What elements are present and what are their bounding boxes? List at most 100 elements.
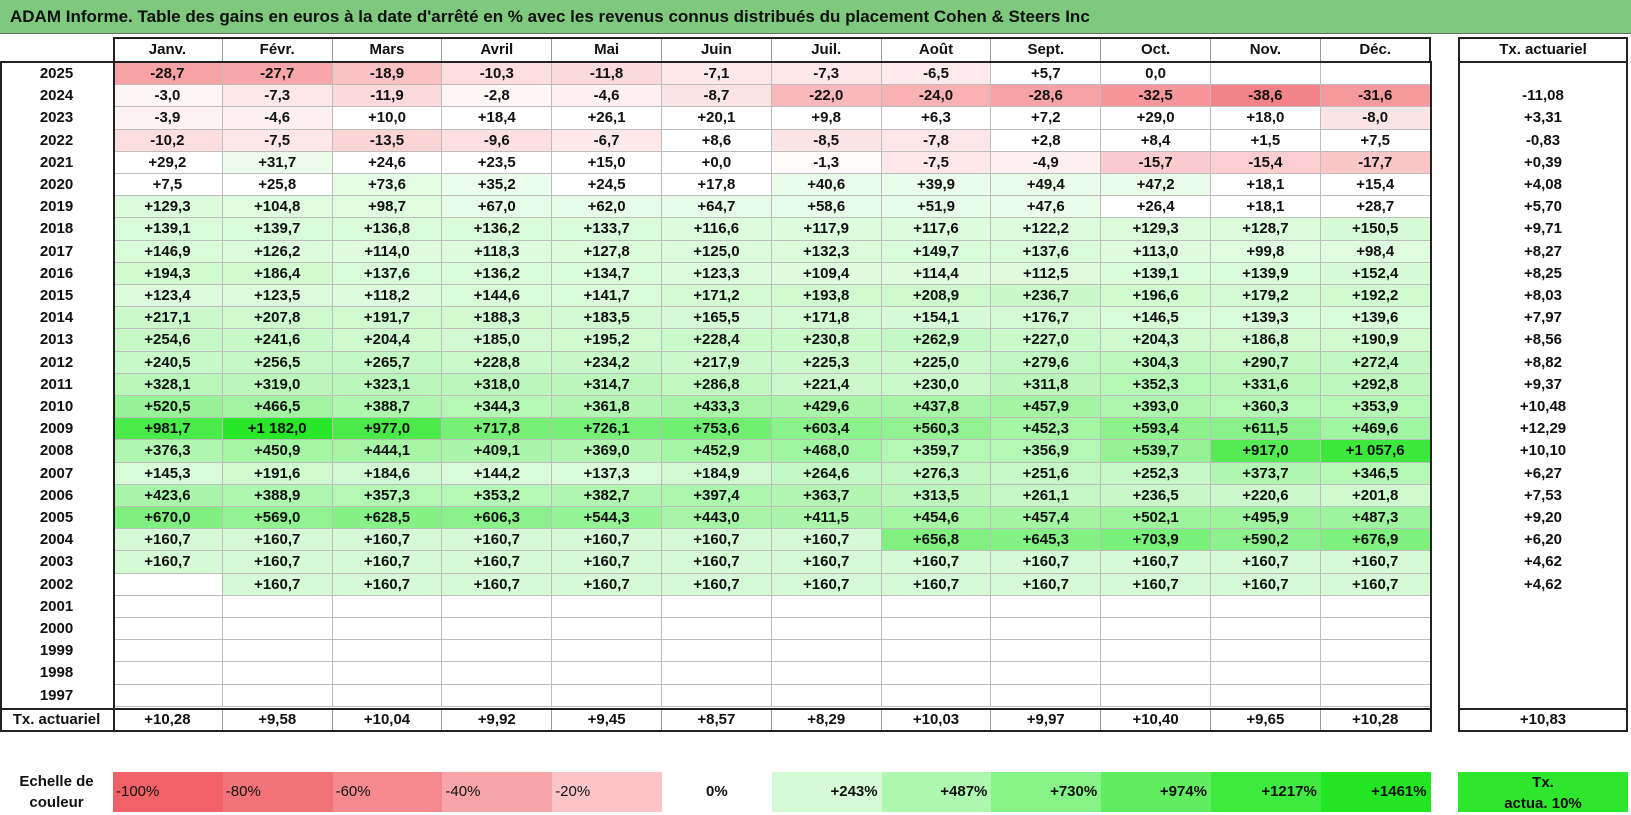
gain-cell[interactable] [1320,662,1431,685]
gain-cell[interactable]: +495,9 [1211,507,1321,530]
gain-cell[interactable]: +129,3 [113,196,223,219]
gain-cell[interactable] [222,618,333,641]
gain-cell[interactable]: +236,5 [1101,484,1211,507]
gain-cell[interactable]: +127,8 [552,240,662,263]
gain-cell[interactable]: +290,7 [1211,351,1321,374]
gain-cell[interactable]: +356,9 [991,440,1102,463]
gain-cell[interactable] [552,684,662,707]
gain-cell[interactable] [332,684,443,707]
gain-cell[interactable]: +359,7 [881,440,992,463]
gain-cell[interactable]: +144,6 [442,285,553,308]
gain-cell[interactable]: +388,7 [332,396,443,419]
gain-cell[interactable]: +230,0 [881,373,992,396]
gain-cell[interactable]: -7,1 [662,63,772,86]
gain-cell[interactable]: +314,7 [552,373,662,396]
gain-cell[interactable]: +117,9 [771,218,882,241]
gain-cell[interactable]: +18,1 [1211,196,1321,219]
gain-cell[interactable]: +67,0 [442,196,553,219]
gain-cell[interactable]: +726,1 [552,418,662,441]
gain-cell[interactable]: +423,6 [113,484,223,507]
gain-cell[interactable]: +409,1 [442,440,553,463]
gain-cell[interactable]: +221,4 [771,373,882,396]
gain-cell[interactable]: +593,4 [1101,418,1211,441]
gain-cell[interactable]: +703,9 [1101,529,1211,552]
gain-cell[interactable]: +361,8 [552,396,662,419]
gain-cell[interactable]: +144,2 [442,462,553,485]
gain-cell[interactable]: +139,6 [1320,307,1431,330]
gain-cell[interactable]: +0,0 [662,151,772,174]
gain-cell[interactable]: +128,7 [1211,218,1321,241]
gain-cell[interactable] [1211,662,1321,685]
gain-cell[interactable] [662,618,772,641]
gain-cell[interactable] [552,640,662,663]
gain-cell[interactable] [1211,640,1321,663]
gain-cell[interactable]: +450,9 [222,440,333,463]
gain-cell[interactable]: +160,7 [991,573,1102,596]
gain-cell[interactable]: +444,1 [332,440,443,463]
gain-cell[interactable]: +286,8 [662,373,772,396]
gain-cell[interactable] [771,640,882,663]
gain-cell[interactable]: +160,7 [113,529,223,552]
gain-cell[interactable]: +373,7 [1211,462,1321,485]
gain-cell[interactable] [1211,618,1321,641]
gain-cell[interactable]: +452,3 [991,418,1102,441]
gain-cell[interactable]: +454,6 [881,507,992,530]
gain-cell[interactable]: +466,5 [222,396,333,419]
gain-cell[interactable]: +7,2 [991,107,1102,130]
gain-cell[interactable]: +137,6 [332,262,443,285]
gain-cell[interactable] [552,662,662,685]
gain-cell[interactable]: +256,5 [222,351,333,374]
gain-cell[interactable]: -28,6 [991,85,1102,108]
gain-cell[interactable]: -7,5 [881,151,992,174]
gain-cell[interactable]: -6,7 [552,129,662,152]
gain-cell[interactable]: +217,9 [662,351,772,374]
gain-cell[interactable]: +225,0 [881,351,992,374]
gain-cell[interactable]: +264,6 [771,462,882,485]
gain-cell[interactable]: +265,7 [332,351,443,374]
gain-cell[interactable] [991,595,1102,618]
gain-cell[interactable]: +62,0 [552,196,662,219]
gain-cell[interactable] [771,595,882,618]
gain-cell[interactable]: +160,7 [1320,551,1431,574]
gain-cell[interactable]: +126,2 [222,240,333,263]
gain-cell[interactable]: +225,3 [771,351,882,374]
gain-cell[interactable]: +487,3 [1320,507,1431,530]
gain-cell[interactable]: +160,7 [1211,573,1321,596]
gain-cell[interactable]: +171,8 [771,307,882,330]
gain-cell[interactable]: -22,0 [771,85,882,108]
gain-cell[interactable]: +376,3 [113,440,223,463]
gain-cell[interactable]: +123,4 [113,285,223,308]
gain-cell[interactable]: +230,8 [771,329,882,352]
gain-cell[interactable]: +112,5 [991,262,1102,285]
gain-cell[interactable] [1320,640,1431,663]
gain-cell[interactable]: +160,7 [552,573,662,596]
gain-cell[interactable]: +160,7 [442,573,553,596]
gain-cell[interactable]: +146,5 [1101,307,1211,330]
gain-cell[interactable]: -4,6 [222,107,333,130]
gain-cell[interactable]: +133,7 [552,218,662,241]
gain-cell[interactable]: +7,5 [113,174,223,197]
gain-cell[interactable]: +176,7 [991,307,1102,330]
gain-cell[interactable]: +28,7 [1320,196,1431,219]
gain-cell[interactable]: +160,7 [442,551,553,574]
gain-cell[interactable]: +171,2 [662,285,772,308]
gain-cell[interactable]: +228,4 [662,329,772,352]
gain-cell[interactable]: +146,9 [113,240,223,263]
gain-cell[interactable] [771,662,882,685]
gain-cell[interactable] [662,662,772,685]
gain-cell[interactable] [332,662,443,685]
gain-cell[interactable] [881,662,992,685]
gain-cell[interactable]: +20,1 [662,107,772,130]
gain-cell[interactable]: +29,0 [1101,107,1211,130]
gain-cell[interactable]: +160,7 [662,551,772,574]
gain-cell[interactable]: +201,8 [1320,484,1431,507]
gain-cell[interactable]: +8,6 [662,129,772,152]
gain-cell[interactable]: +9,8 [771,107,882,130]
gain-cell[interactable]: +104,8 [222,196,333,219]
gain-cell[interactable] [332,618,443,641]
gain-cell[interactable] [442,618,553,641]
gain-cell[interactable] [1211,684,1321,707]
gain-cell[interactable]: +262,9 [881,329,992,352]
gain-cell[interactable]: +18,0 [1211,107,1321,130]
gain-cell[interactable] [1101,662,1211,685]
